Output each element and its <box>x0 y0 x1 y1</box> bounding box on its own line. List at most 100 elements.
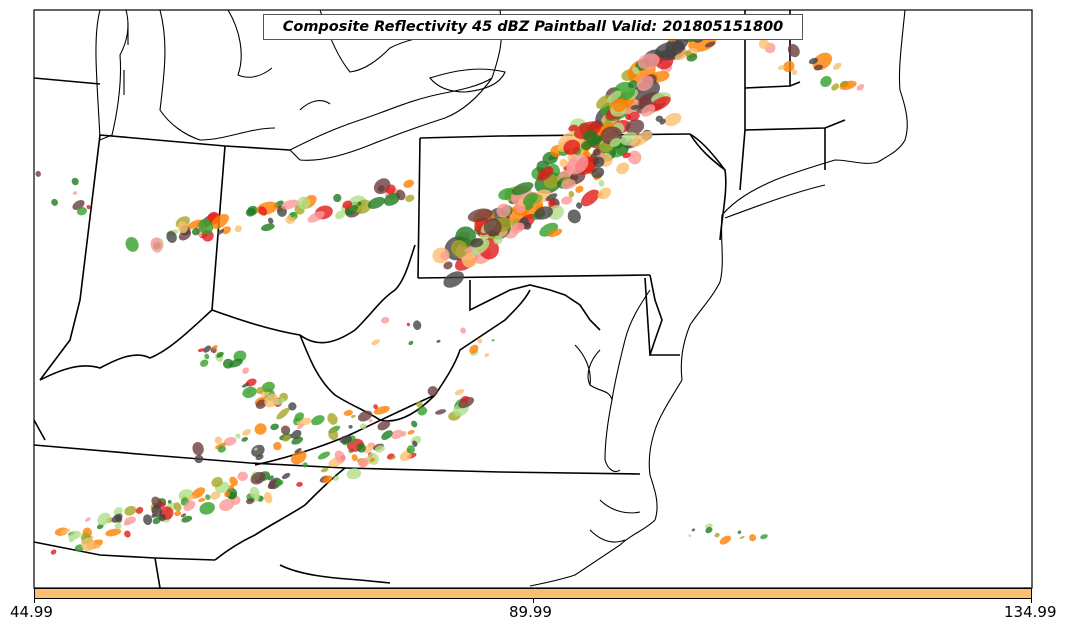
storm-blob <box>655 115 663 122</box>
storm-blob <box>461 252 477 268</box>
atlantic-coast <box>680 9 908 381</box>
storm-blob <box>627 111 640 121</box>
storm-blob <box>684 50 692 57</box>
storm-blob <box>443 271 465 288</box>
storm-blob <box>606 90 622 103</box>
storm-blob <box>328 429 339 441</box>
storm-blob <box>152 517 161 525</box>
storm-blob <box>406 322 411 327</box>
storm-blob <box>368 419 373 423</box>
storm-blob <box>467 208 493 223</box>
storm-blob <box>373 404 379 410</box>
storm-blob <box>641 104 656 117</box>
storm-blob <box>411 420 418 428</box>
storm-blob <box>50 549 57 555</box>
paintball-storms <box>35 20 865 555</box>
storm-blob <box>820 75 832 88</box>
storm-blob <box>241 436 249 442</box>
storm-blob <box>124 516 136 525</box>
storm-blob <box>704 41 716 48</box>
storm-blob <box>548 228 563 238</box>
storm-blob <box>351 454 358 462</box>
storm-blob <box>832 62 842 70</box>
storm-blob <box>664 112 682 127</box>
storm-blob <box>413 320 422 330</box>
storm-blob <box>592 156 605 168</box>
storm-blob <box>273 441 282 451</box>
storm-blob <box>333 193 342 203</box>
storm-blob <box>787 44 800 58</box>
storm-blob <box>359 423 367 429</box>
storm-blob <box>580 189 600 207</box>
storm-blob <box>436 339 441 343</box>
storm-blob <box>203 345 211 353</box>
storm-blob <box>125 236 139 252</box>
storm-blob <box>483 218 502 237</box>
storm-blob <box>704 523 713 529</box>
storm-blob <box>86 204 91 210</box>
storm-blob <box>357 201 362 206</box>
storm-blob <box>177 221 188 234</box>
storm-blob <box>343 409 353 416</box>
storm-blob <box>72 191 78 195</box>
storm-blob <box>290 450 307 465</box>
storm-blob <box>260 223 275 232</box>
storm-blob <box>831 83 840 91</box>
storm-blob <box>396 189 406 201</box>
storm-blob <box>412 440 418 447</box>
storm-blob <box>235 433 241 439</box>
storm-blob <box>632 66 640 75</box>
storm-blob <box>167 499 172 504</box>
storm-blob <box>261 381 275 393</box>
storm-blob <box>568 190 575 198</box>
storm-blob <box>205 494 211 500</box>
storm-blob <box>628 80 637 89</box>
storm-blob <box>523 222 532 230</box>
storm-blob <box>274 398 286 405</box>
storm-blob <box>211 476 223 488</box>
storm-blob <box>385 184 396 195</box>
storm-blob <box>576 202 583 209</box>
storm-blob <box>227 484 235 490</box>
storm-blob <box>290 212 296 218</box>
storm-blob <box>191 487 206 499</box>
storm-blob <box>545 193 558 202</box>
storm-blob <box>323 475 333 484</box>
storm-blob <box>408 340 414 346</box>
storm-blob <box>616 162 630 175</box>
storm-blob <box>460 395 469 403</box>
storm-blob <box>151 496 163 508</box>
storm-blob <box>417 406 428 416</box>
storm-blob <box>294 412 305 422</box>
storm-blob <box>198 218 214 235</box>
storm-blob <box>625 119 645 135</box>
storm-blob <box>688 534 692 538</box>
storm-blob <box>435 409 447 415</box>
storm-blob <box>180 513 187 518</box>
storm-blob <box>258 206 268 216</box>
storm-blob <box>345 204 359 216</box>
storm-blob <box>405 194 415 202</box>
storm-blob <box>135 506 144 514</box>
storm-blob <box>399 451 412 462</box>
storm-blob <box>627 150 642 165</box>
storm-blob <box>124 530 131 538</box>
storm-blob <box>598 179 605 187</box>
storm-blob <box>783 60 795 73</box>
storm-blob <box>758 38 770 50</box>
storm-blob <box>166 231 177 243</box>
storm-blob <box>60 528 71 535</box>
storm-blob <box>391 455 396 460</box>
storm-blob <box>241 382 250 388</box>
storm-blob <box>111 513 123 523</box>
storm-blob <box>151 505 163 518</box>
storm-blob <box>288 402 297 411</box>
storm-blob <box>496 203 511 218</box>
storm-blob <box>348 424 353 429</box>
lake-ontario-outline <box>429 68 506 93</box>
storm-blob <box>381 316 390 324</box>
storm-blob <box>440 251 449 261</box>
colorbar <box>34 588 1032 599</box>
storm-blob <box>813 64 824 71</box>
